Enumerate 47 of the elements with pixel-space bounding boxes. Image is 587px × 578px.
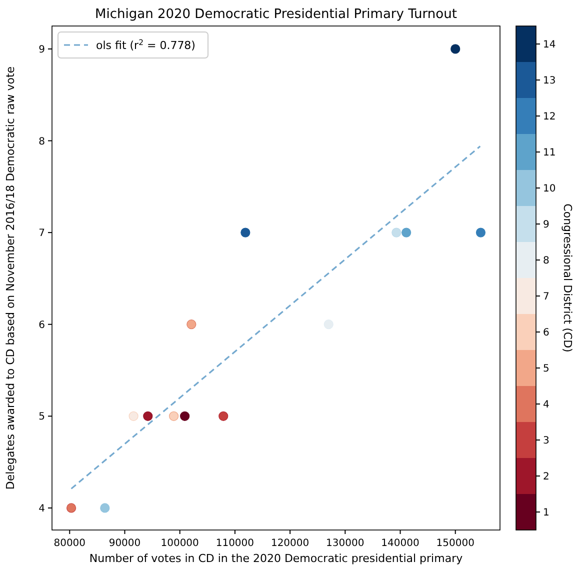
x-tick-label: 90000: [108, 538, 141, 549]
point: [128, 411, 138, 421]
point: [186, 320, 196, 330]
y-tick-label: 8: [38, 136, 45, 148]
color-bar-title: Congressional District (CD): [561, 204, 574, 352]
point: [324, 320, 334, 330]
point: [66, 503, 76, 513]
point: [100, 503, 110, 513]
point: [168, 411, 179, 421]
color-bar-label: 13: [543, 76, 556, 86]
color-bar-label: 11: [543, 148, 556, 158]
x-tick-label: 120000: [270, 538, 310, 549]
y-tick-label: 6: [38, 320, 45, 331]
point: [402, 228, 412, 238]
color-bar-label: 6: [543, 328, 550, 338]
color-bar-label: 14: [543, 40, 556, 50]
point: [143, 411, 153, 421]
color-bar-label: 2: [543, 472, 550, 482]
color-bar-label: 9: [543, 220, 550, 230]
point: [240, 228, 250, 238]
x-tick-label: 130000: [326, 538, 364, 549]
x-tick-label: 100000: [160, 538, 199, 549]
color-bar-label: 7: [543, 292, 550, 302]
y-tick-label: 7: [38, 228, 45, 240]
color-bar-label: 3: [543, 436, 550, 446]
point: [180, 411, 190, 421]
y-tick-label: 5: [38, 412, 45, 423]
x-tick-label: 80000: [54, 538, 86, 549]
y-tick-label: 9: [38, 44, 45, 56]
point: [392, 228, 402, 238]
x-tick-label: 110000: [216, 538, 254, 549]
color-bar-label: 5: [543, 364, 550, 374]
x-tick-label: 140000: [381, 538, 420, 549]
x-axis-title: Number of votes in CD in the 2020 Democratic presidential primary: [89, 552, 464, 565]
x-tick-label: 150000: [436, 538, 474, 549]
color-bar-label: 8: [543, 256, 550, 266]
color-bar-label: 1: [543, 508, 550, 518]
point: [218, 411, 228, 421]
point: [476, 228, 486, 238]
color-bar-label: 12: [543, 112, 556, 122]
color-bar-label: 10: [543, 184, 556, 194]
chart-title: Michigan 2020 Democratic Presidential Primary Turnout: [95, 7, 457, 22]
y-axis-title: Delegates awarded to CD based on November 2016/18 Democratic raw vote: [4, 66, 17, 490]
legend-label: ols fit (r$^{2}$ = 0.778): [96, 38, 196, 52]
point: [450, 44, 460, 54]
color-bar-label: 4: [543, 400, 550, 410]
y-tick-label: 4: [38, 503, 45, 514]
